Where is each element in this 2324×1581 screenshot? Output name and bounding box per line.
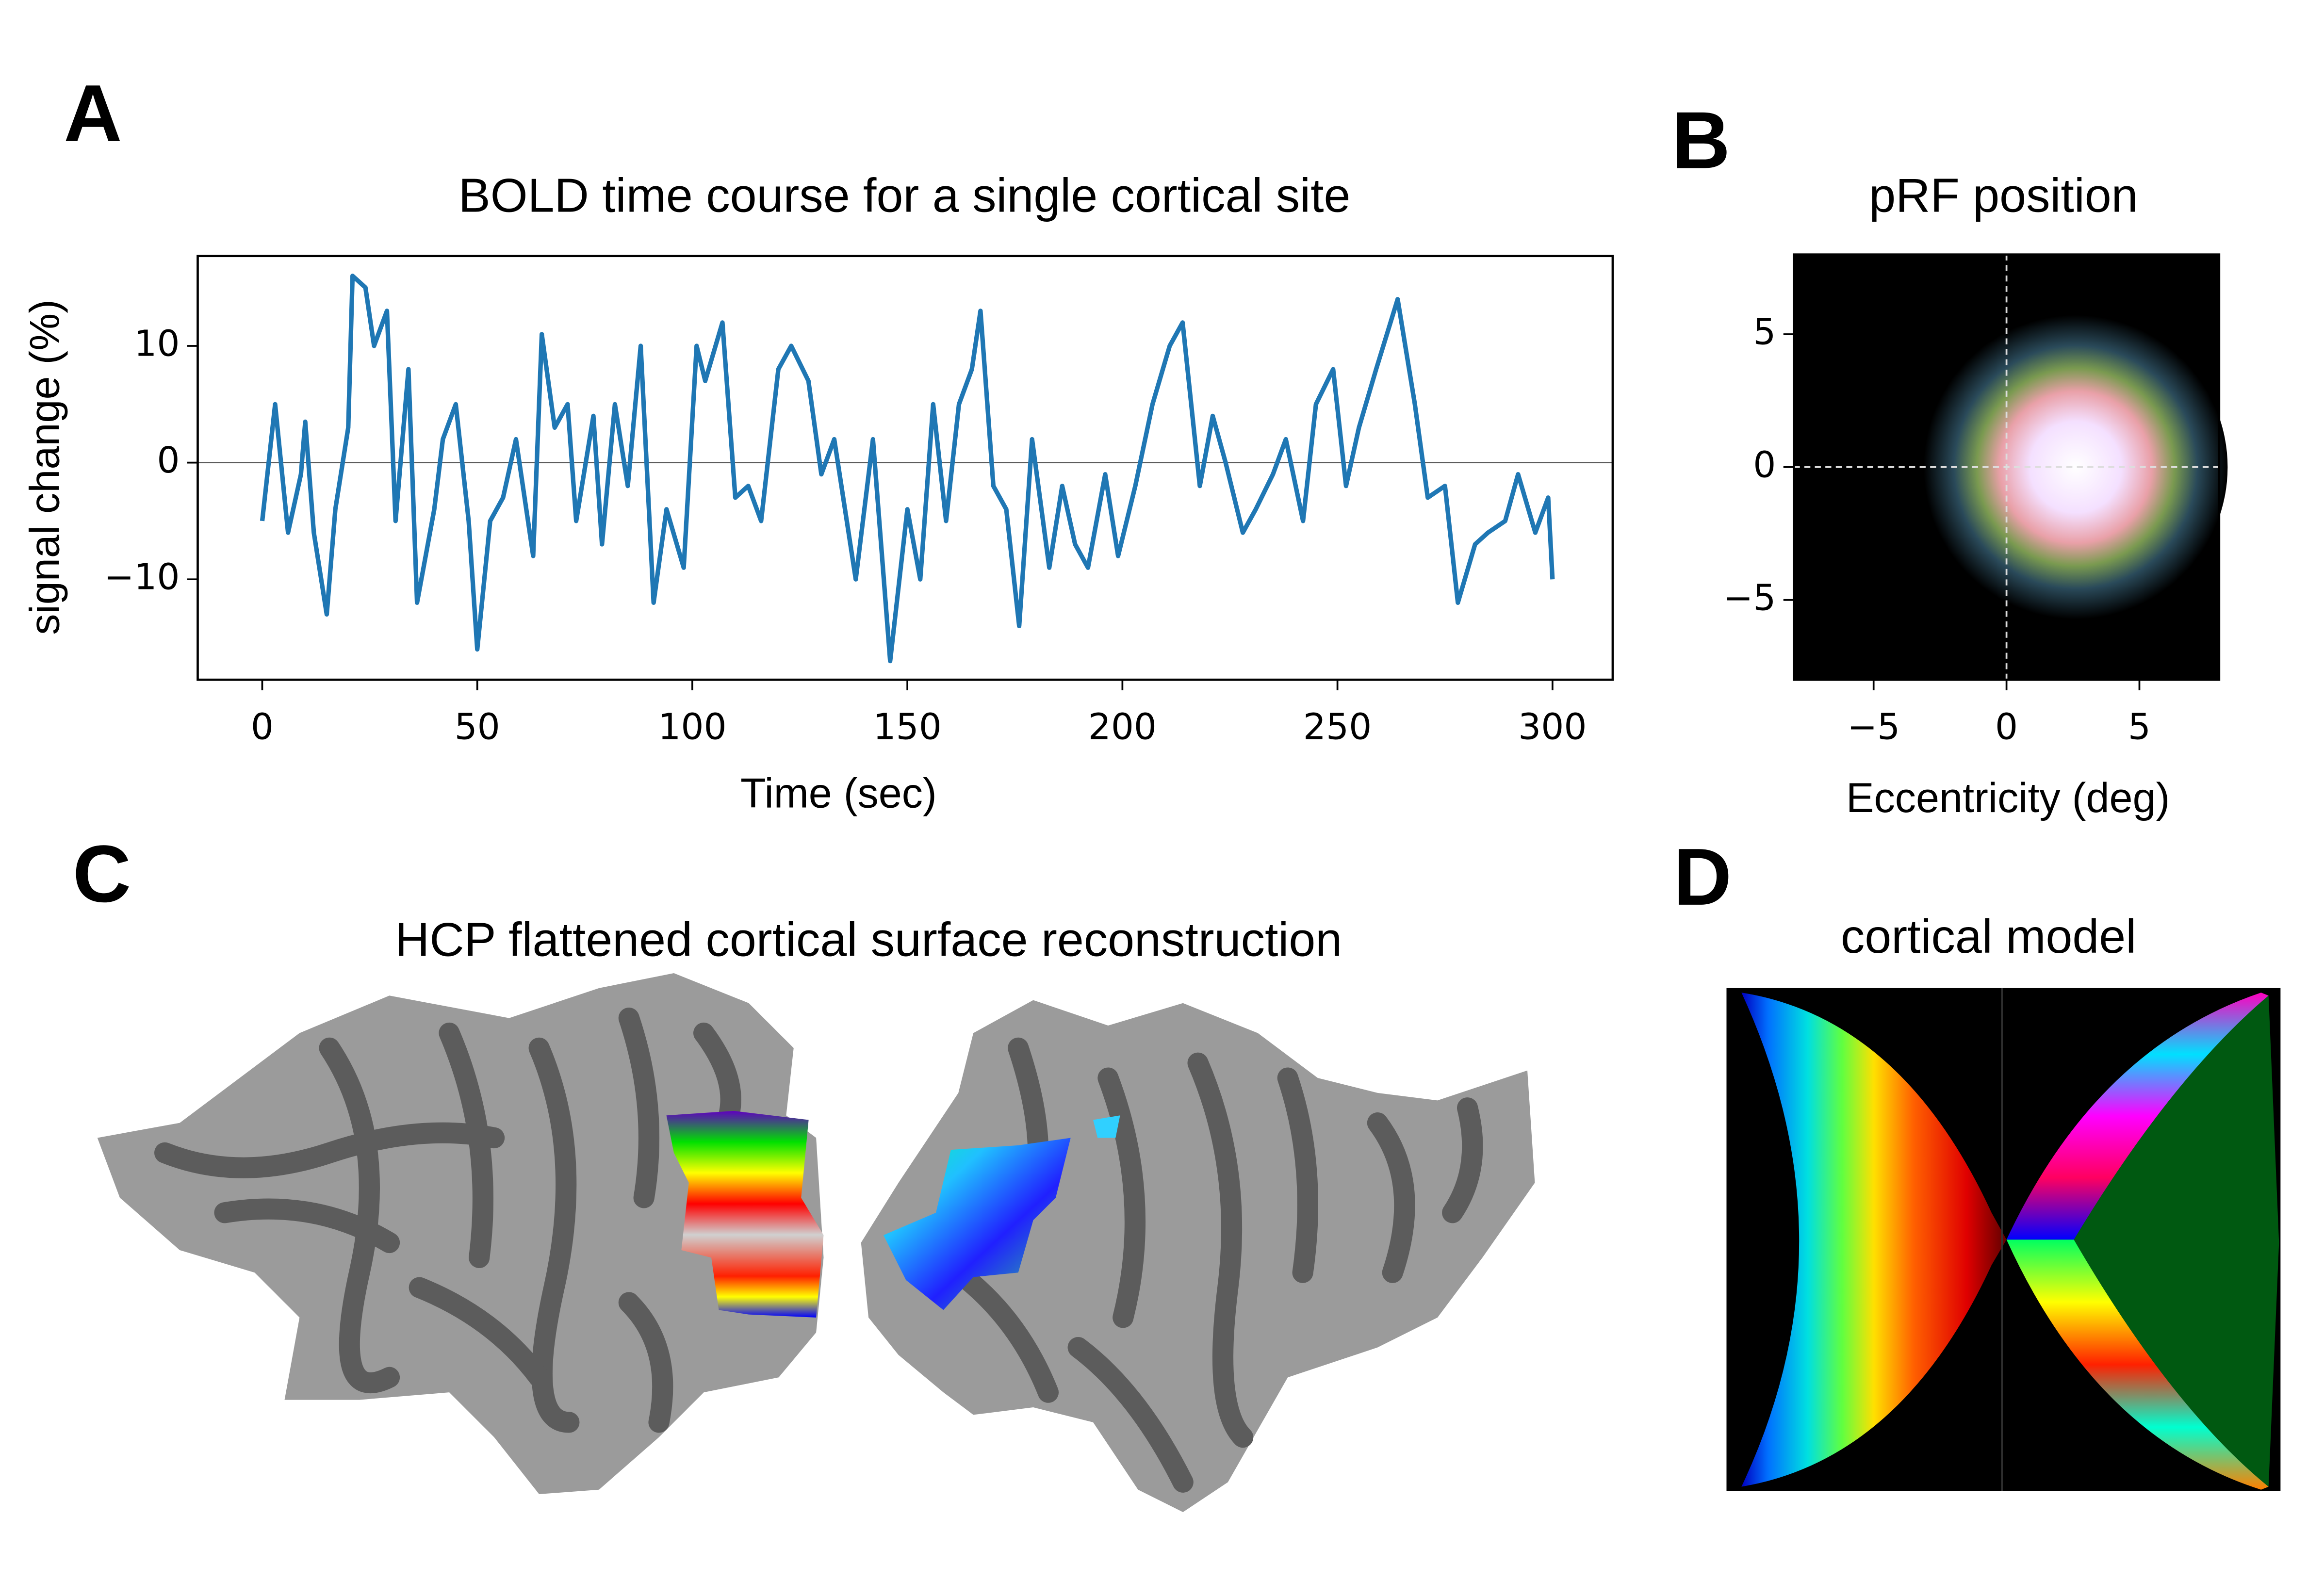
x-tick-label: 0: [251, 706, 274, 748]
x-tick-label: 50: [455, 706, 500, 748]
y-tick-label: 0: [1753, 444, 1776, 486]
y-tick-label: 5: [1753, 311, 1776, 353]
flatmap: [97, 973, 1535, 1513]
retinotopy-patch-right: [883, 1138, 1071, 1310]
y-tick-label: 10: [134, 323, 180, 364]
x-axis-label: Eccentricity (deg): [1846, 775, 2170, 821]
panel-label: D: [1673, 832, 1732, 922]
chart-title: BOLD time course for a single cortical s…: [458, 169, 1351, 222]
cortical-model: [1726, 988, 2281, 1491]
x-tick-label: 300: [1518, 706, 1587, 748]
panel-label: B: [1672, 95, 1730, 185]
chart-title: cortical model: [1841, 910, 2136, 963]
chart-title: HCP flattened cortical surface reconstru…: [395, 913, 1342, 966]
retinotopy-spot: [1093, 1115, 1120, 1138]
chart-title: pRF position: [1869, 169, 2138, 222]
y-axis-label: signal change (%): [22, 299, 68, 635]
panel-label: A: [64, 68, 122, 159]
x-tick-label: 5: [2128, 706, 2151, 748]
x-tick-label: 100: [658, 706, 726, 748]
x-axis-label: Time (sec): [740, 770, 937, 817]
x-tick-label: −5: [1847, 706, 1900, 748]
y-tick-label: −10: [104, 556, 180, 598]
y-tick-label: 0: [157, 440, 180, 481]
prf-gaussian: [1923, 315, 2228, 619]
axes-frame: [196, 255, 1614, 681]
signal-line: [260, 273, 1555, 664]
y-tick-label: −5: [1723, 577, 1776, 619]
x-tick-label: 200: [1088, 706, 1157, 748]
x-tick-label: 250: [1303, 706, 1372, 748]
panel-label: C: [73, 829, 131, 919]
retinotopy-patch-left: [666, 1110, 824, 1318]
x-tick-label: 0: [1995, 706, 2018, 748]
x-tick-label: 150: [873, 706, 941, 748]
